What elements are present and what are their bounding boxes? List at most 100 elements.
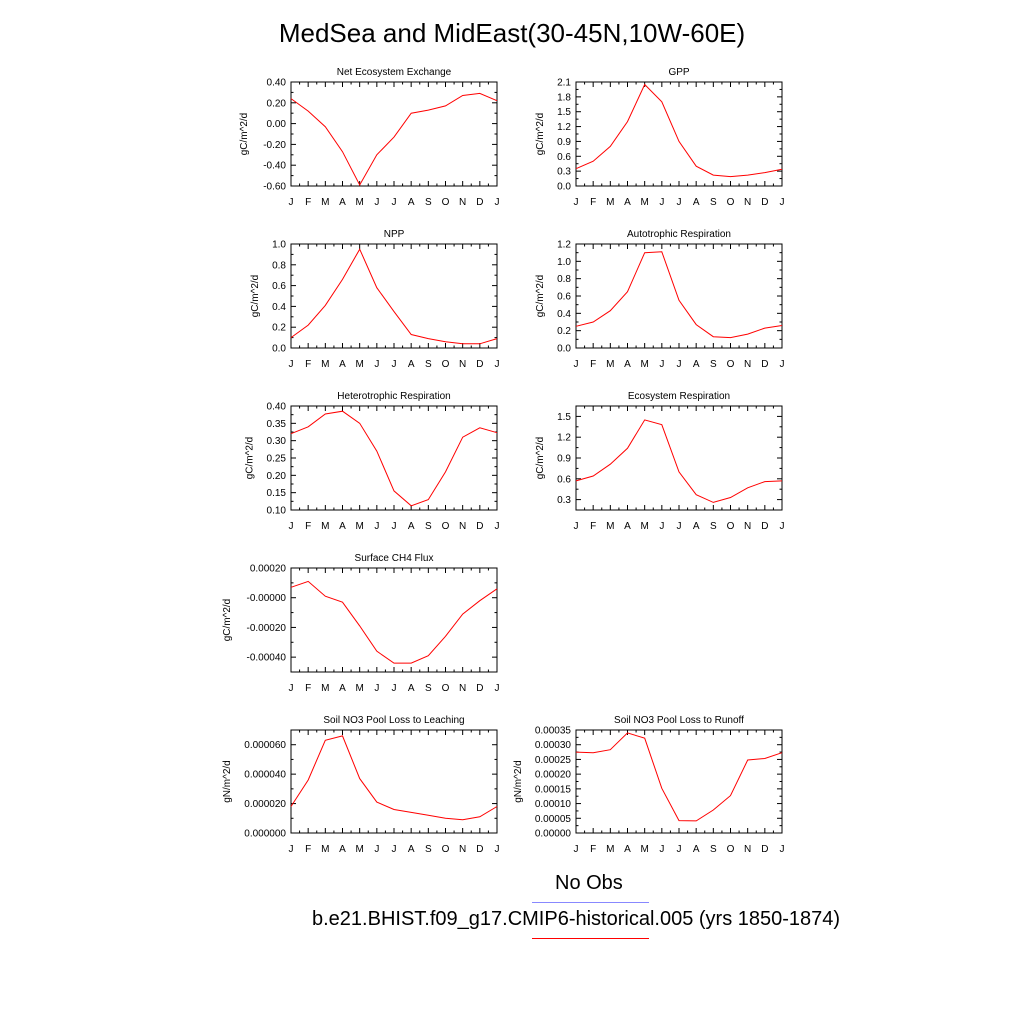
panel-title: Net Ecosystem Exchange (337, 67, 452, 78)
x-tick-label: N (744, 844, 751, 855)
x-tick-label: M (355, 844, 363, 855)
panel-title: NPP (384, 229, 405, 240)
x-tick-label: J (780, 359, 785, 370)
x-tick-label: D (476, 359, 483, 370)
y-tick-label: 0.0 (557, 182, 571, 193)
x-tick-label: J (289, 197, 294, 208)
x-tick-label: S (425, 521, 432, 532)
panel-title: Heterotrophic Respiration (337, 391, 450, 402)
x-tick-label: A (408, 683, 415, 694)
y-axis-label: gC/m^2/d (239, 113, 250, 156)
series-line (290, 580, 498, 664)
y-tick-label: 1.5 (557, 412, 571, 423)
series-line (575, 251, 783, 339)
y-tick-label: 0.20 (267, 98, 287, 109)
x-tick-label: J (495, 521, 500, 532)
x-tick-label: J (677, 844, 682, 855)
x-tick-label: N (459, 683, 466, 694)
x-tick-label: A (624, 521, 631, 532)
y-tick-label: 1.2 (557, 240, 571, 251)
x-tick-label: J (659, 359, 664, 370)
y-tick-label: 0.000040 (244, 770, 286, 781)
x-tick-label: M (321, 683, 329, 694)
x-tick-label: J (289, 521, 294, 532)
x-tick-label: M (355, 359, 363, 370)
x-tick-label: N (744, 359, 751, 370)
y-tick-label: -0.40 (263, 161, 286, 172)
x-tick-label: D (476, 197, 483, 208)
y-tick-label: 0.3 (557, 495, 571, 506)
x-tick-label: A (408, 359, 415, 370)
x-tick-label: F (305, 197, 311, 208)
y-tick-label: 0.00005 (535, 814, 572, 825)
x-tick-label: D (761, 197, 768, 208)
x-tick-label: O (442, 521, 450, 532)
x-tick-label: M (640, 521, 648, 532)
y-axis-label: gC/m^2/d (535, 437, 546, 480)
y-tick-label: 1.5 (557, 107, 571, 118)
x-tick-label: J (574, 197, 579, 208)
x-tick-label: O (727, 521, 735, 532)
y-tick-label: 0.6 (557, 474, 571, 485)
x-tick-label: F (305, 359, 311, 370)
x-tick-label: A (624, 359, 631, 370)
y-tick-label: -0.00020 (247, 623, 287, 634)
y-tick-label: -0.60 (263, 182, 286, 193)
panel-title: Autotrophic Respiration (627, 229, 731, 240)
x-tick-label: N (744, 521, 751, 532)
x-tick-label: O (442, 197, 450, 208)
panel-title: Soil NO3 Pool Loss to Leaching (323, 715, 464, 726)
x-tick-label: A (339, 197, 346, 208)
y-tick-label: 0.00030 (535, 740, 572, 751)
plot-frame (575, 729, 783, 834)
x-tick-label: D (476, 683, 483, 694)
x-tick-label: D (761, 359, 768, 370)
x-tick-label: J (374, 844, 379, 855)
x-tick-label: M (355, 683, 363, 694)
x-tick-label: J (374, 359, 379, 370)
x-tick-label: D (476, 844, 483, 855)
y-tick-label: 0.00015 (535, 784, 572, 795)
x-tick-label: M (640, 359, 648, 370)
x-tick-label: A (693, 844, 700, 855)
y-tick-label: -0.20 (263, 140, 286, 151)
x-tick-label: M (606, 844, 614, 855)
series-line (575, 419, 783, 503)
x-tick-label: A (693, 197, 700, 208)
x-tick-label: J (780, 844, 785, 855)
x-tick-label: D (761, 521, 768, 532)
y-tick-label: 0.35 (267, 419, 287, 430)
x-tick-label: J (677, 521, 682, 532)
y-tick-label: 0.000060 (244, 740, 286, 751)
y-tick-label: 0.00025 (535, 755, 572, 766)
x-tick-label: J (780, 521, 785, 532)
y-tick-label: 0.0 (272, 344, 286, 355)
y-tick-label: 0.10 (267, 506, 287, 517)
plot-frame (290, 729, 498, 834)
x-tick-label: J (495, 844, 500, 855)
y-tick-label: 0.30 (267, 436, 287, 447)
x-tick-label: N (744, 197, 751, 208)
x-tick-label: J (289, 844, 294, 855)
x-tick-label: F (305, 521, 311, 532)
plot-frame (290, 405, 498, 511)
x-tick-label: A (624, 844, 631, 855)
x-tick-label: S (710, 197, 717, 208)
y-tick-label: 1.0 (272, 240, 286, 251)
x-tick-label: J (374, 521, 379, 532)
x-tick-label: D (476, 521, 483, 532)
x-tick-label: M (640, 844, 648, 855)
y-tick-label: 0.00035 (535, 726, 572, 737)
x-tick-label: J (392, 197, 397, 208)
y-axis-label: gC/m^2/d (222, 599, 233, 642)
legend-model-line (532, 938, 649, 939)
series-line (290, 410, 498, 507)
